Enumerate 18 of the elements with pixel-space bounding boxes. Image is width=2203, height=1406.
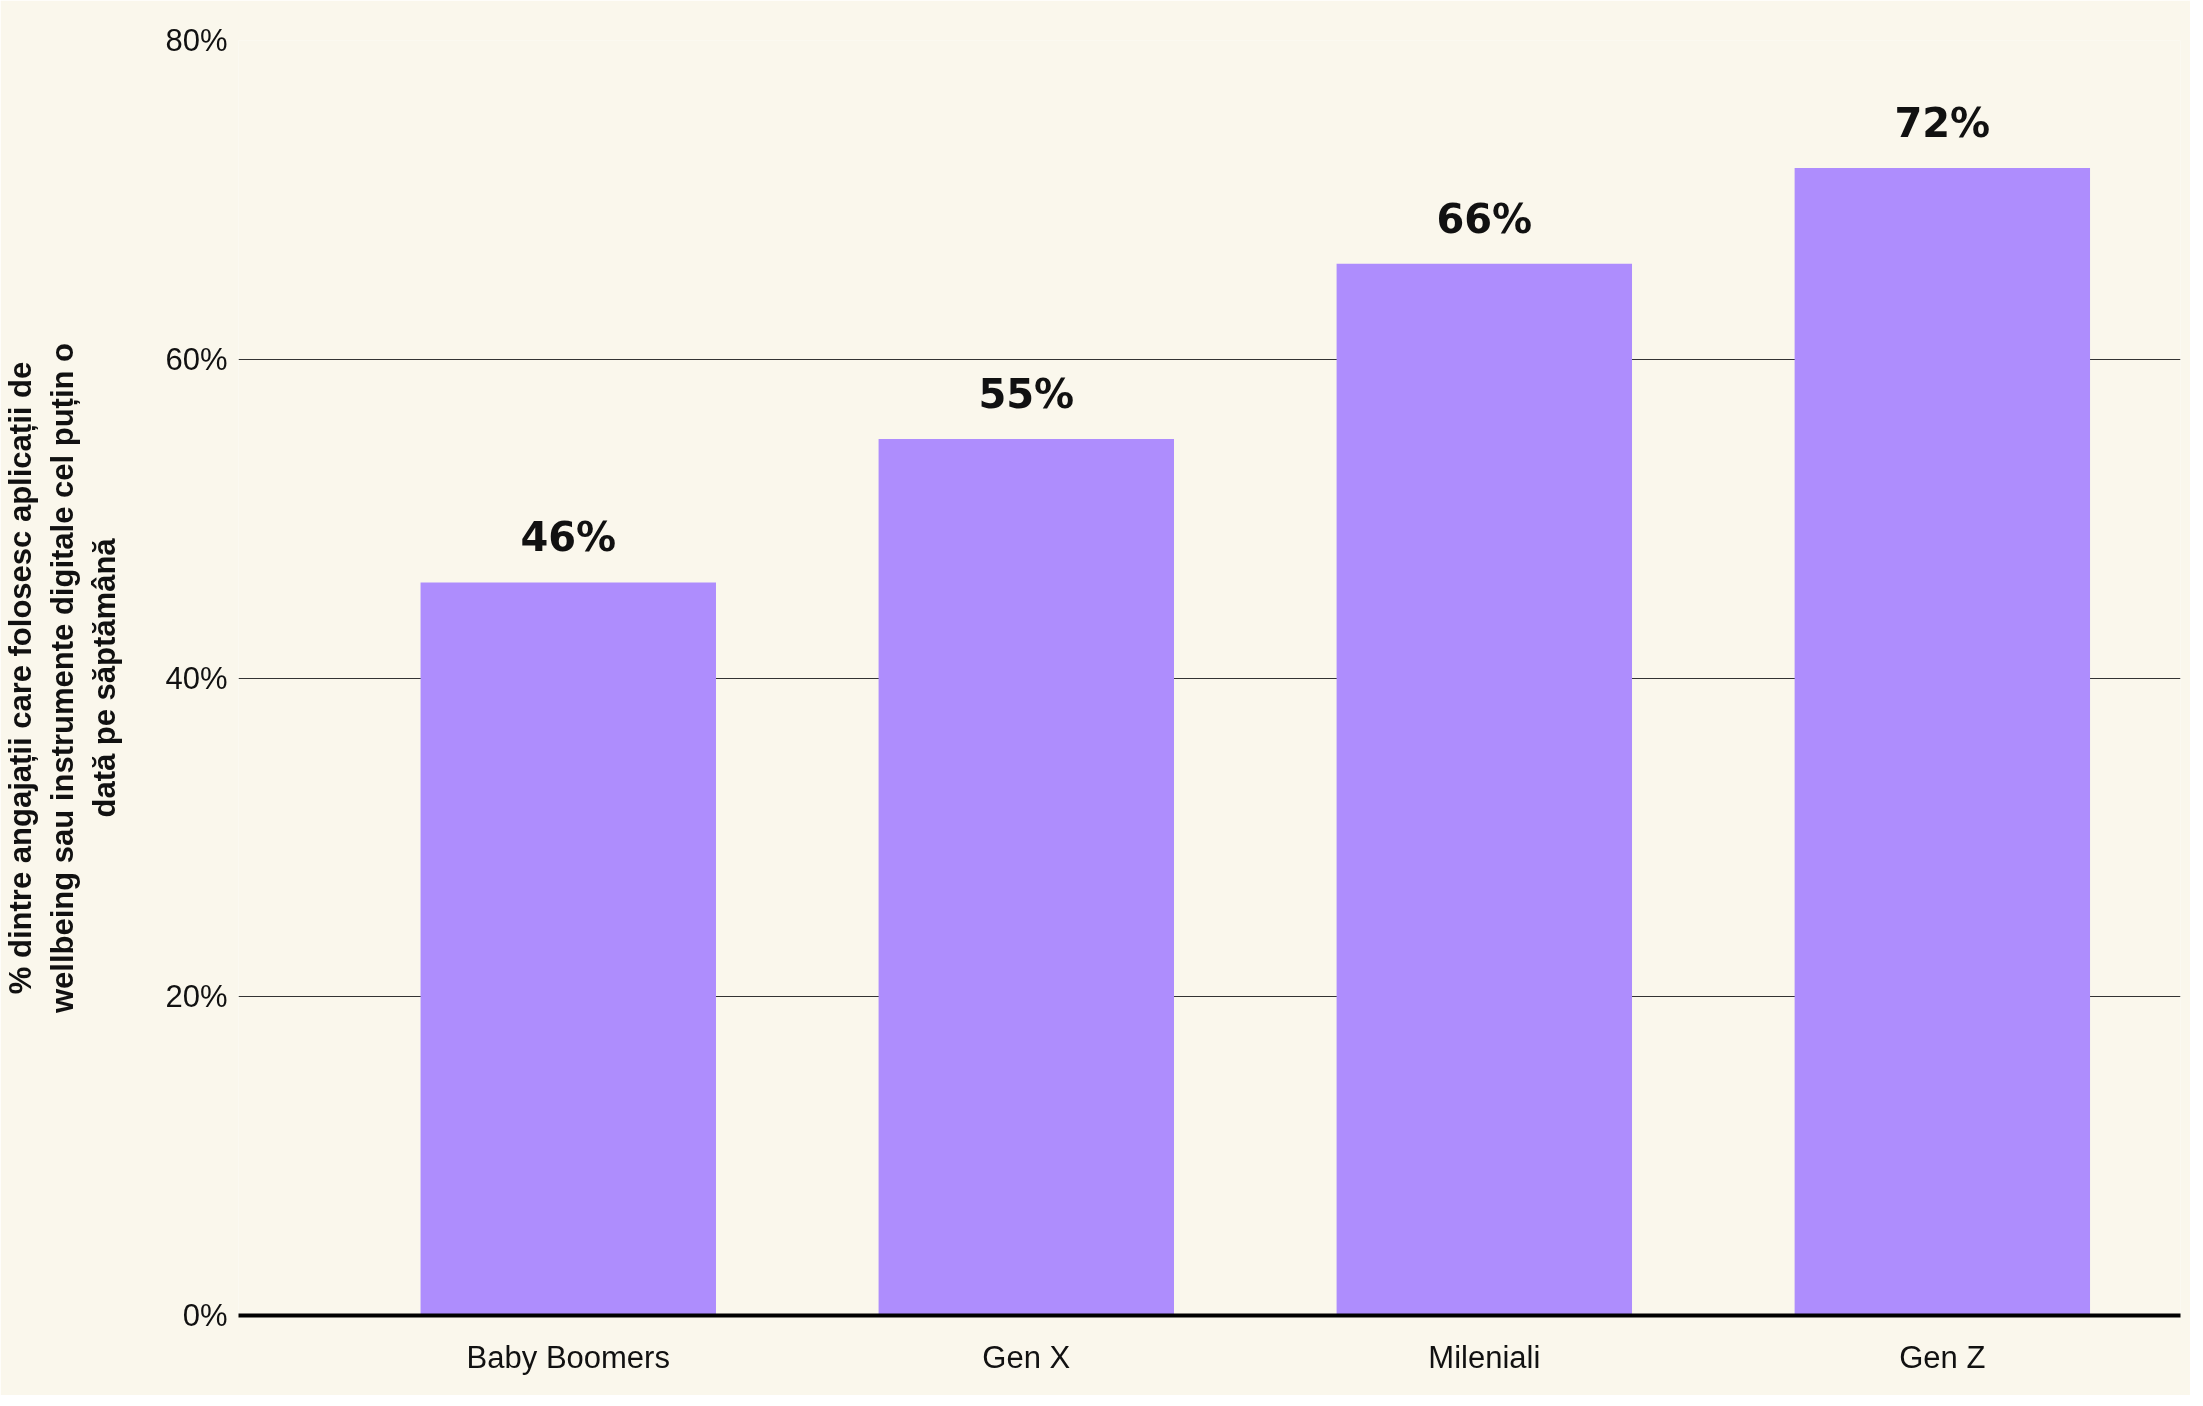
y-axis-title: % dintre angajații care folosesc aplicații de wellbeing sau instrumente digitale cel puțin o dată pe săptămână bbox=[3, 342, 123, 1015]
data-label: 55% bbox=[978, 370, 1075, 417]
bar bbox=[420, 582, 716, 1316]
x-tick-label: Baby Boomers bbox=[466, 1339, 670, 1375]
y-tick-label: 80% bbox=[165, 23, 228, 58]
bar bbox=[1336, 263, 1633, 1316]
x-tick-label: Gen X bbox=[982, 1339, 1071, 1375]
bar bbox=[878, 438, 1174, 1316]
bar bbox=[1794, 168, 2091, 1316]
y-tick-label: 0% bbox=[182, 1298, 228, 1333]
y-tick-label: 40% bbox=[165, 660, 228, 696]
y-tick-label: 20% bbox=[165, 979, 228, 1015]
y-tick-label: 60% bbox=[165, 341, 228, 377]
data-label: 72% bbox=[1894, 100, 1991, 146]
x-tick-label: Gen Z bbox=[1899, 1339, 1986, 1375]
data-label: 66% bbox=[1436, 195, 1533, 242]
x-tick-label: Mileniali bbox=[1428, 1339, 1541, 1375]
data-label: 46% bbox=[520, 514, 617, 561]
